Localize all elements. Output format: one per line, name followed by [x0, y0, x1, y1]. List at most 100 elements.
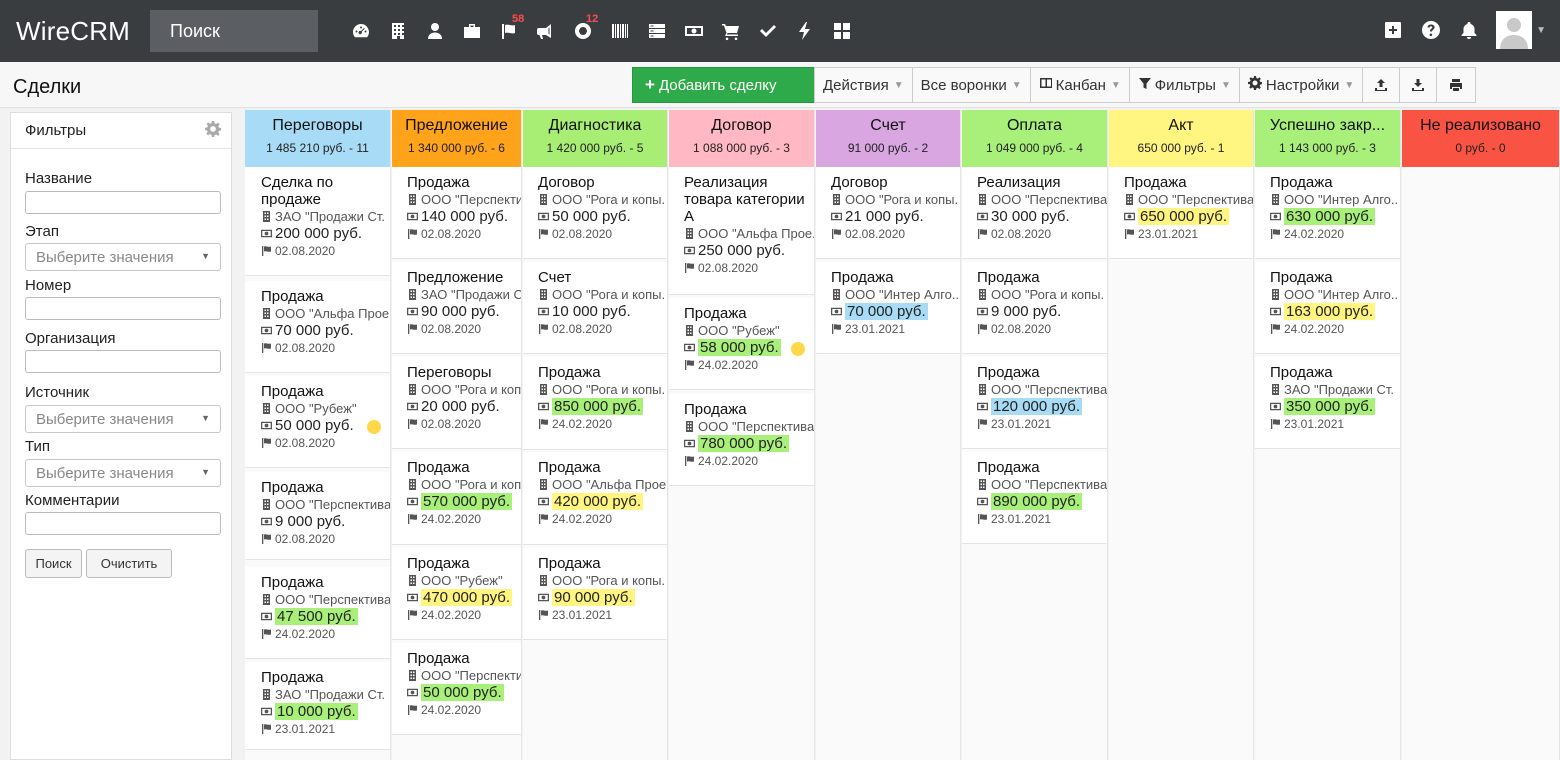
- type-select[interactable]: Выберите значения ▼: [25, 459, 221, 487]
- deal-card[interactable]: Продажа ЗАО "Продажи Ст. 350 000 руб. 23.01…: [1255, 357, 1400, 449]
- avatar[interactable]: [1496, 11, 1533, 49]
- plus-square-icon[interactable]: [1374, 10, 1412, 50]
- deal-organization[interactable]: ООО "Интер Алго..: [1270, 286, 1400, 303]
- deal-card[interactable]: Сделка по продаже ЗАО "Продажи Ст. 200 000…: [245, 167, 390, 276]
- caret-down-icon[interactable]: ▼: [1536, 24, 1546, 36]
- deal-organization[interactable]: ООО "Рога и коп: [407, 381, 521, 398]
- grid-icon[interactable]: [823, 11, 860, 51]
- filters-dropdown[interactable]: Фильтры ▼: [1128, 67, 1240, 103]
- deal-card[interactable]: Счет ООО "Рога и копы. 10 000 руб. 02.08.20…: [523, 262, 667, 354]
- deal-organization[interactable]: ООО "Интер Алго..: [1270, 191, 1400, 208]
- deal-card[interactable]: Продажа ООО "Рубеж" 58 000 руб. 24.02.2020: [669, 298, 814, 390]
- dashboard-icon[interactable]: [342, 11, 379, 51]
- deal-card[interactable]: Продажа ООО "Перспекти 140 000 руб. 02.08.2…: [392, 167, 521, 259]
- briefcase-icon[interactable]: [453, 11, 490, 51]
- deal-card[interactable]: Продажа ООО "Рога и копы. 850 000 руб. 24.0…: [523, 357, 667, 450]
- brand-logo[interactable]: WireCRM: [16, 15, 131, 46]
- deal-card[interactable]: Переговоры ООО "Рога и коп 20 000 руб. 02.0…: [392, 357, 521, 449]
- source-select[interactable]: Выберите значения ▼: [25, 405, 221, 433]
- server-icon[interactable]: [638, 11, 675, 51]
- column-header[interactable]: Счет 91 000 руб. - 2: [816, 110, 960, 167]
- add-deal-button[interactable]: + Добавить сделку: [632, 67, 815, 103]
- deal-card[interactable]: Продажа ООО "Перспектива 780 000 руб. 24.02…: [669, 394, 814, 486]
- upload-button[interactable]: [1362, 67, 1401, 103]
- deal-organization[interactable]: ООО "Перспектива: [977, 381, 1107, 398]
- deal-organization[interactable]: ООО "Перспектива: [977, 476, 1107, 493]
- view-dropdown[interactable]: Канбан ▼: [1029, 67, 1130, 103]
- deal-card[interactable]: Продажа ООО "Альфа Прое. 420 000 руб. 24.02…: [523, 452, 667, 545]
- actions-dropdown[interactable]: Действия ▼: [814, 67, 913, 103]
- column-header[interactable]: Диагностика 1 420 000 руб. - 5: [523, 110, 667, 167]
- deal-organization[interactable]: ООО "Перспектива: [1124, 191, 1253, 208]
- deal-organization[interactable]: ООО "Альфа Прое.: [538, 476, 667, 493]
- deal-organization[interactable]: ООО "Рубеж": [261, 400, 390, 417]
- gear-icon[interactable]: [205, 120, 222, 141]
- deal-organization[interactable]: ООО "Рога и копы.: [538, 191, 667, 208]
- deal-organization[interactable]: ООО "Перспектива: [977, 191, 1107, 208]
- print-button[interactable]: [1436, 67, 1477, 103]
- deal-organization[interactable]: ЗАО "Продажи Ст.: [261, 208, 390, 225]
- bell-icon[interactable]: [1450, 10, 1488, 50]
- deal-organization[interactable]: ООО "Перспекти: [407, 667, 521, 684]
- deal-card[interactable]: Продажа ООО "Перспекти 50 000 руб. 24.02.20…: [392, 643, 521, 735]
- deal-organization[interactable]: ООО "Рога и копы.: [538, 286, 667, 303]
- deal-card[interactable]: Продажа ООО "Интер Алго.. 630 000 руб. 24.0…: [1255, 167, 1400, 259]
- deal-card[interactable]: Продажа ООО "Рога и копы. 9 000 руб. 02.08.…: [962, 262, 1107, 354]
- help-icon[interactable]: [1412, 10, 1450, 50]
- deal-card[interactable]: Продажа ООО "Альфа Прое. 70 000 руб. 02.08.…: [245, 281, 390, 373]
- name-field[interactable]: [25, 191, 221, 214]
- deal-organization[interactable]: ООО "Рога и копы.: [977, 286, 1107, 303]
- stage-select[interactable]: Выберите значения ▼: [25, 243, 221, 271]
- deal-card[interactable]: Продажа ООО "Интер Алго.. 70 000 руб. 23.01…: [816, 262, 960, 354]
- deal-organization[interactable]: ООО "Альфа Прое.: [684, 225, 814, 242]
- deal-organization[interactable]: ЗАО "Продажи Ст.: [1270, 381, 1400, 398]
- deal-card[interactable]: Реализация ООО "Перспектива 30 000 руб. 02.…: [962, 167, 1107, 259]
- flag-icon[interactable]: 58: [490, 11, 527, 51]
- column-header[interactable]: Успешно закр... 1 143 000 руб. - 3: [1255, 110, 1400, 167]
- number-field[interactable]: [25, 297, 221, 320]
- deal-card[interactable]: Продажа ООО "Перспектива 890 000 руб. 23.01…: [962, 452, 1107, 544]
- clear-button[interactable]: Очистить: [86, 549, 172, 578]
- deal-card[interactable]: Продажа ООО "Интер Алго.. 163 000 руб. 24.0…: [1255, 262, 1400, 354]
- deal-card[interactable]: Продажа ООО "Рога и копы. 90 000 руб. 23.01…: [523, 548, 667, 640]
- settings-dropdown[interactable]: Настройки ▼: [1238, 67, 1364, 103]
- check-icon[interactable]: [749, 11, 786, 51]
- deal-organization[interactable]: ООО "Рога и коп: [407, 476, 521, 493]
- deal-card[interactable]: Продажа ООО "Перспектива 9 000 руб. 02.08.2…: [245, 472, 390, 560]
- user-icon[interactable]: [416, 11, 453, 51]
- deal-organization[interactable]: ООО "Рубеж": [407, 572, 521, 589]
- deal-card[interactable]: Продажа ЗАО "Продажи Ст. 10 000 руб. 23.01.…: [245, 662, 390, 750]
- barcode-icon[interactable]: [601, 11, 638, 51]
- global-search-input[interactable]: [150, 10, 318, 52]
- deal-organization[interactable]: ООО "Рубеж": [684, 322, 814, 339]
- deal-organization[interactable]: ЗАО "Продажи Ст.: [261, 686, 390, 703]
- deal-organization[interactable]: ООО "Рога и копы.: [538, 572, 667, 589]
- cart-icon[interactable]: [712, 11, 749, 51]
- deal-organization[interactable]: ЗАО "Продажи С: [407, 286, 521, 303]
- search-button[interactable]: Поиск: [25, 549, 82, 578]
- column-header[interactable]: Акт 650 000 руб. - 1: [1109, 110, 1253, 167]
- deal-card[interactable]: Договор ООО "Рога и копы. 21 000 руб. 02.08…: [816, 167, 960, 259]
- column-header[interactable]: Оплата 1 049 000 руб. - 4: [962, 110, 1107, 167]
- deal-card[interactable]: Продажа ООО "Рога и коп 570 000 руб. 24.02.…: [392, 452, 521, 545]
- building-icon[interactable]: [379, 11, 416, 51]
- deal-organization[interactable]: ООО "Перспекти: [407, 191, 521, 208]
- column-header[interactable]: Переговоры 1 485 210 руб. - 11: [245, 110, 390, 167]
- deal-organization[interactable]: ООО "Перспектива: [261, 591, 390, 608]
- deal-card[interactable]: Предложение ЗАО "Продажи С 90 000 руб. 02.0…: [392, 262, 521, 354]
- column-header[interactable]: Договор 1 088 000 руб. - 3: [669, 110, 814, 167]
- deal-card[interactable]: Продажа ООО "Перспектива 120 000 руб. 23.01…: [962, 357, 1107, 449]
- column-header[interactable]: Предложение 1 340 000 руб. - 6: [392, 110, 521, 167]
- money-icon[interactable]: [675, 11, 712, 51]
- lifebuoy-icon[interactable]: 12: [564, 11, 601, 51]
- deal-card[interactable]: Продажа ООО "Перспектива 650 000 руб. 23.01…: [1109, 167, 1253, 259]
- deal-organization[interactable]: ООО "Перспектива: [684, 418, 814, 435]
- lightning-icon[interactable]: [786, 11, 823, 51]
- deal-card[interactable]: Продажа ООО "Перспектива 47 500 руб. 24.02.…: [245, 567, 390, 659]
- download-button[interactable]: [1399, 67, 1438, 103]
- deal-organization[interactable]: ООО "Рога и копы.: [831, 191, 960, 208]
- deal-card[interactable]: Продажа ООО "Рубеж" 470 000 руб. 24.02.2020: [392, 548, 521, 640]
- org-field[interactable]: [25, 350, 221, 373]
- deal-organization[interactable]: ООО "Рога и копы.: [538, 381, 667, 398]
- megaphone-icon[interactable]: [527, 11, 564, 51]
